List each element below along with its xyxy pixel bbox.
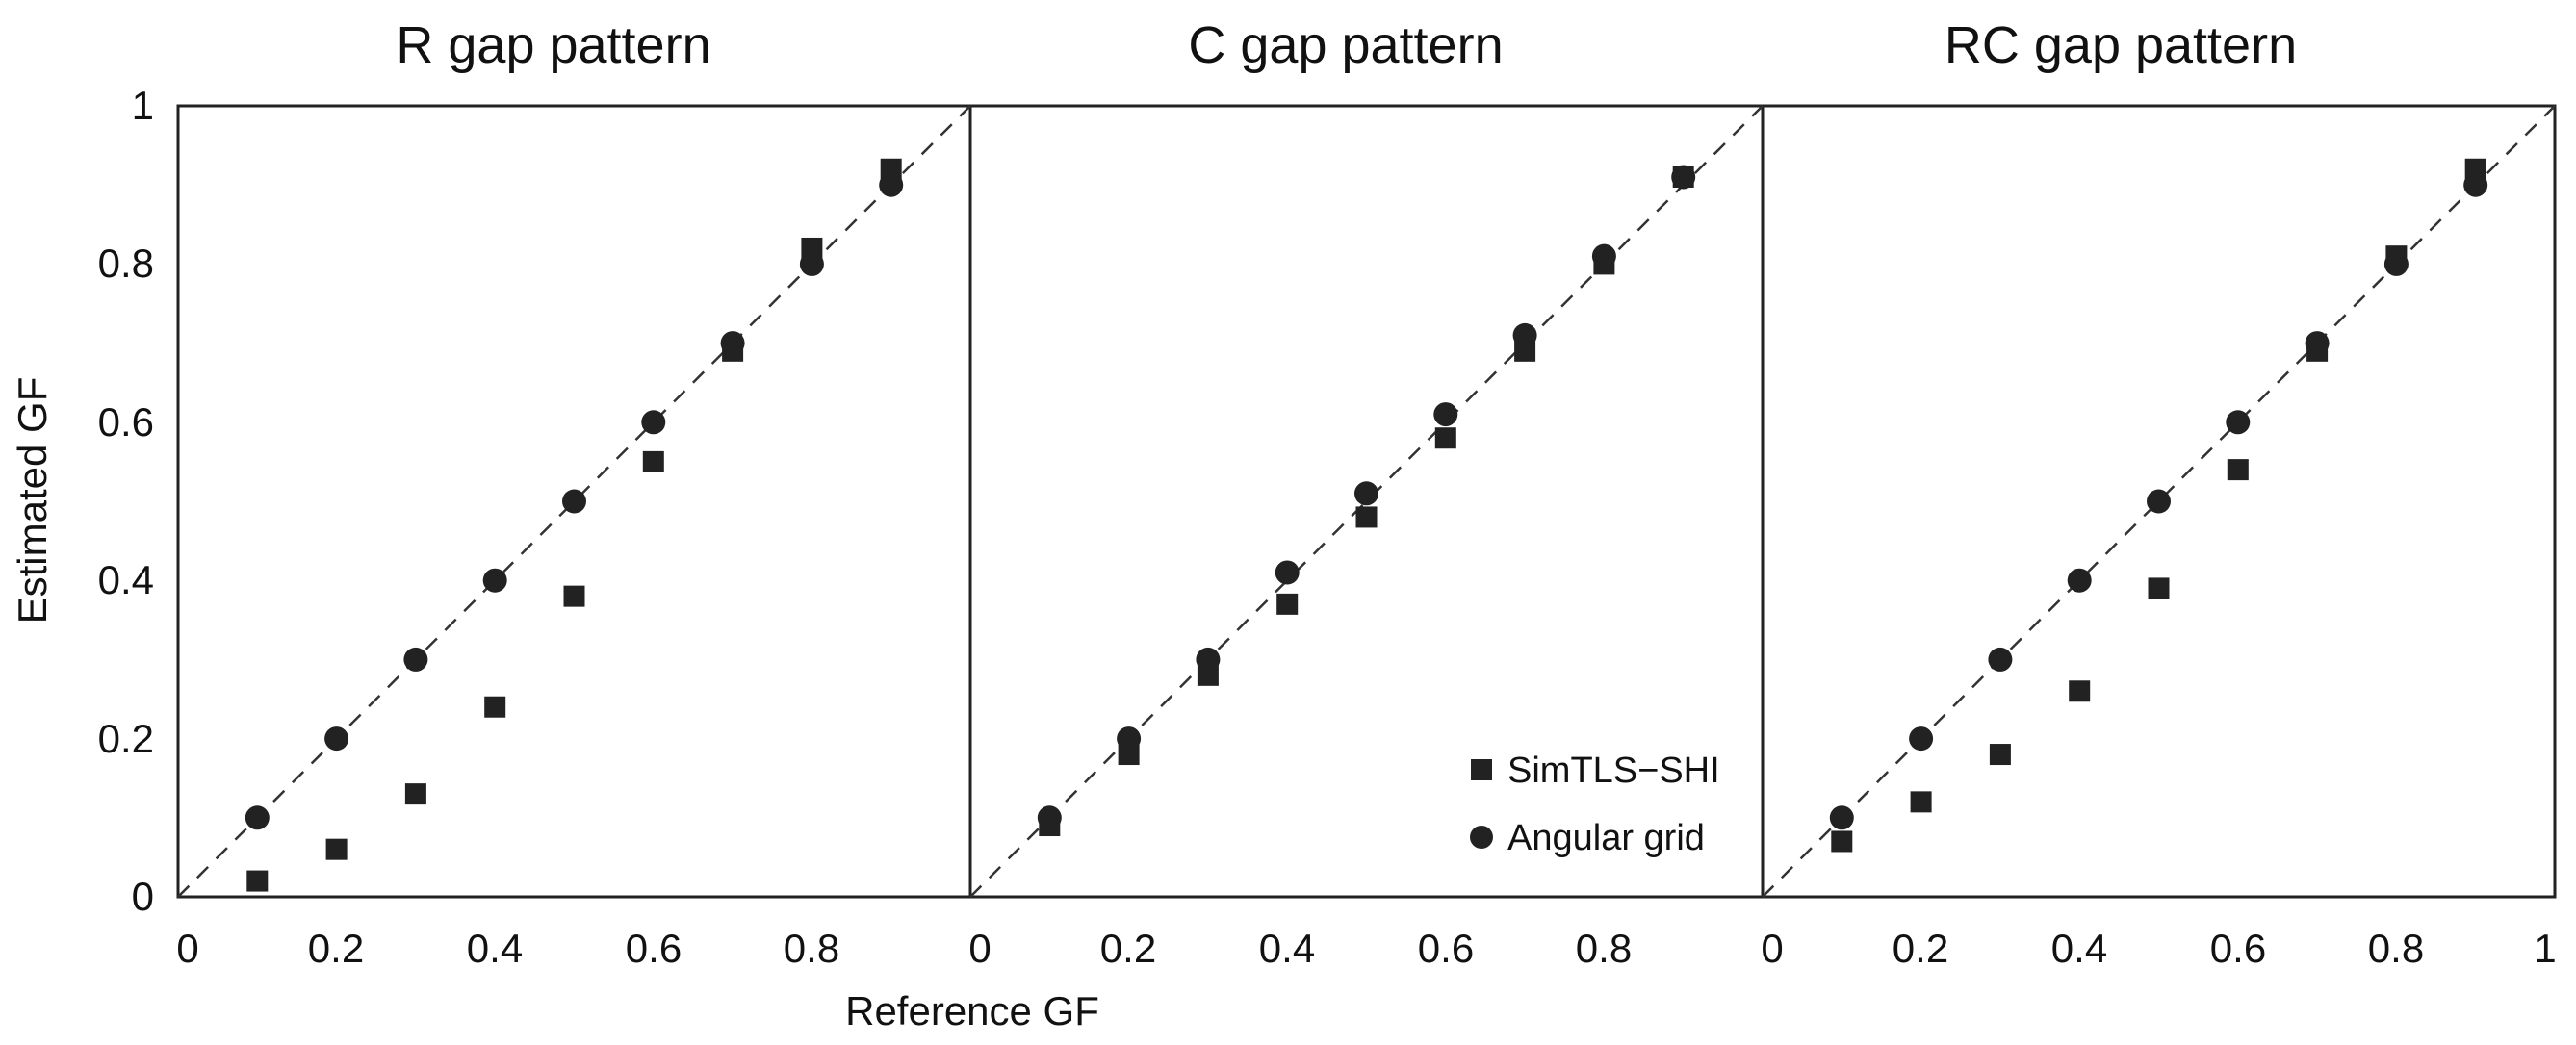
- data-point-square: [2069, 680, 2091, 702]
- y-tick-label: 0.6: [98, 399, 154, 445]
- data-point-circle: [1591, 243, 1616, 268]
- panel-title-rc: RC gap pattern: [1945, 16, 2297, 74]
- y-tick-labels: 0 0.2 0.4 0.6 0.8 1: [98, 83, 154, 919]
- x-tick-label: 0: [968, 926, 991, 971]
- data-point-circle: [1512, 322, 1537, 347]
- x-tick-labels-r: 0 0.2 0.4 0.6 0.8: [176, 926, 839, 971]
- data-point-square: [404, 783, 426, 805]
- data-point-square: [2148, 577, 2170, 599]
- data-point-square: [642, 450, 664, 472]
- x-tick-label: 0.6: [626, 926, 682, 971]
- x-tick-label: 1: [2534, 926, 2556, 971]
- data-point-square: [1276, 593, 1299, 615]
- panel-title-c: C gap pattern: [1188, 16, 1503, 74]
- x-tick-label: 0.8: [784, 926, 839, 971]
- data-point-circle: [403, 647, 428, 672]
- y-tick-label: 1: [132, 83, 154, 128]
- y-axis-label: Estimated GF: [10, 377, 55, 624]
- data-point-circle: [1829, 805, 1854, 830]
- data-point-circle: [641, 410, 666, 435]
- data-point-square: [1831, 830, 1853, 853]
- data-point-square: [325, 838, 348, 860]
- data-point-circle: [2463, 172, 2488, 197]
- data-point-circle: [799, 251, 824, 276]
- panel-title-r: R gap pattern: [396, 16, 710, 74]
- data-point-circle: [1196, 647, 1221, 672]
- x-tick-label: 0.4: [467, 926, 523, 971]
- data-point-circle: [2067, 568, 2092, 593]
- x-axis-label: Reference GF: [845, 988, 1099, 1033]
- x-tick-label: 0: [1761, 926, 1783, 971]
- x-tick-label: 0.8: [2368, 926, 2424, 971]
- data-point-circle: [482, 568, 507, 593]
- data-point-circle: [2383, 251, 2409, 276]
- data-point-circle: [720, 331, 745, 356]
- data-point-circle: [245, 805, 270, 830]
- x-tick-labels-rc: 0 0.2 0.4 0.6 0.8 1: [1761, 926, 2556, 971]
- data-point-square: [1989, 744, 2011, 766]
- data-point-circle: [2226, 410, 2251, 435]
- x-tick-label: 0.6: [2210, 926, 2266, 971]
- data-markers: [245, 158, 2488, 892]
- data-point-circle: [1275, 560, 1300, 585]
- legend-label-angular: Angular grid: [1507, 818, 1705, 858]
- y-tick-label: 0.2: [98, 716, 154, 761]
- data-point-square: [1910, 791, 1932, 813]
- data-point-circle: [324, 726, 349, 752]
- x-tick-label: 0.4: [2051, 926, 2107, 971]
- x-tick-labels-c: 0 0.2 0.4 0.6 0.8: [968, 926, 1632, 971]
- data-point-square: [2227, 459, 2249, 481]
- x-tick-label: 0.2: [308, 926, 364, 971]
- x-tick-label: 0.2: [1100, 926, 1156, 971]
- x-tick-label: 0.6: [1418, 926, 1474, 971]
- panel-frame-rc: [1761, 104, 2557, 899]
- x-tick-label: 0: [176, 926, 198, 971]
- data-point-square: [563, 585, 585, 607]
- x-tick-label: 0.4: [1259, 926, 1315, 971]
- data-point-circle: [1671, 165, 1696, 190]
- data-point-circle: [562, 489, 586, 514]
- x-tick-label: 0.2: [1893, 926, 1948, 971]
- legend: SimTLS−SHI Angular grid: [1470, 751, 1720, 858]
- y-tick-label: 0.4: [98, 557, 154, 602]
- data-point-square: [246, 870, 269, 892]
- data-point-circle: [1909, 726, 1934, 752]
- legend-marker-circle: [1470, 826, 1493, 849]
- data-point-square: [1434, 427, 1456, 449]
- legend-marker-square: [1471, 759, 1492, 780]
- data-point-circle: [1117, 726, 1142, 752]
- data-point-circle: [1354, 481, 1378, 506]
- legend-label-simtls: SimTLS−SHI: [1507, 751, 1720, 791]
- x-tick-label: 0.8: [1576, 926, 1632, 971]
- data-point-square: [484, 696, 506, 718]
- y-tick-label: 0.8: [98, 241, 154, 286]
- data-point-circle: [1988, 647, 2013, 672]
- y-tick-label: 0: [132, 874, 154, 919]
- data-point-circle: [1433, 402, 1458, 427]
- data-point-circle: [879, 172, 904, 197]
- data-point-square: [1355, 506, 1378, 528]
- data-point-circle: [2147, 489, 2171, 514]
- data-point-circle: [1037, 805, 1062, 830]
- data-point-circle: [2305, 331, 2330, 356]
